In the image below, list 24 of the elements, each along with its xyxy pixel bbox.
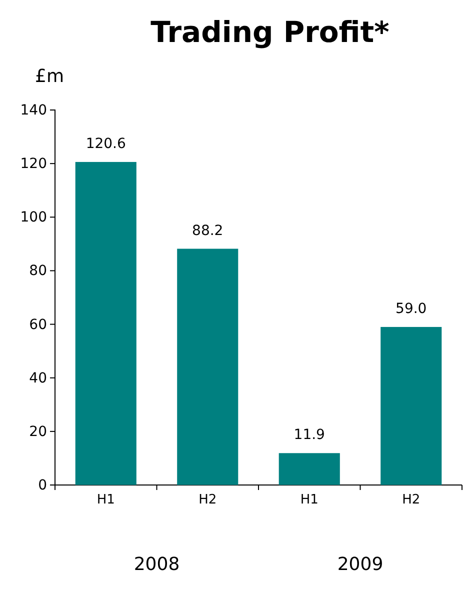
y-tick-label: 20 [29, 424, 47, 440]
y-axis-title: £m [35, 66, 64, 87]
x-tick-label: H2 [198, 492, 217, 508]
y-tick-label: 60 [29, 316, 47, 333]
bar [177, 248, 238, 485]
text: 2009 [337, 554, 384, 575]
x-tick-label: H1 [300, 492, 318, 508]
bar [278, 453, 340, 485]
data-label: 59.0 [396, 300, 427, 317]
x-tick-label: H1 [96, 492, 115, 508]
data-label: 11.9 [294, 427, 325, 444]
y-tick-label: 120 [20, 156, 47, 172]
y-tick-label: 100 [20, 210, 47, 226]
y-tick-label: 140 [20, 102, 47, 118]
data-label: 120.6 [86, 136, 126, 152]
y-tick-label: 40 [29, 370, 47, 386]
bar [75, 162, 136, 485]
y-tick-label: 80 [29, 263, 47, 280]
chart-title: Trading Profit* [150, 15, 390, 49]
text: 2008 [134, 554, 180, 575]
data-label: 88.2 [192, 222, 224, 239]
bar [380, 326, 442, 485]
x-tick-label: H2 [402, 492, 420, 508]
y-tick-label: 0 [38, 477, 47, 494]
